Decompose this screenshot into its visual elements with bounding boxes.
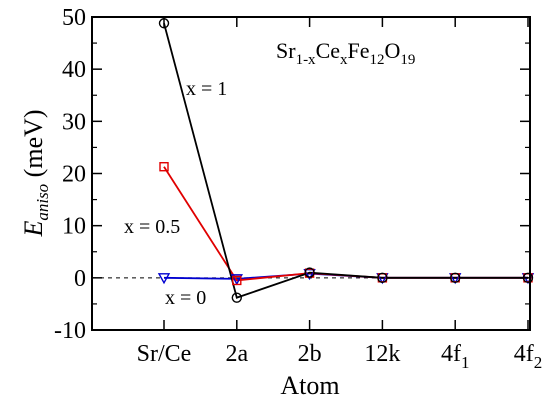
y-tick-label: 30 <box>62 109 86 135</box>
y-tick-label: -10 <box>54 318 86 344</box>
title-sub-x: x <box>340 52 348 68</box>
data-point <box>304 267 315 278</box>
data-point <box>231 292 243 303</box>
title-sub-12: 12 <box>370 52 385 68</box>
title-sub-19: 19 <box>400 52 415 68</box>
y-tick-label: 40 <box>62 57 86 83</box>
series-line-x=0.5 <box>163 166 528 282</box>
y-tick-label: 0 <box>74 266 86 292</box>
x-tick-label: 12k <box>364 341 400 367</box>
data-point <box>377 272 388 284</box>
series-layer <box>157 18 535 303</box>
x-tick-label: 2b <box>298 341 322 367</box>
series-label-x-1: x = 1 <box>186 78 227 100</box>
x-tick-labels: Sr/Ce 2a 2b 12k 4f1 4f2 <box>137 341 542 372</box>
y-axis-label-main: E <box>19 221 48 238</box>
title-sub-1-x: 1-x <box>296 52 316 68</box>
x-axis-label: Atom <box>280 371 339 400</box>
data-point <box>230 274 243 286</box>
series-label-x-0.5: x = 0.5 <box>124 216 180 238</box>
data-point <box>159 162 169 172</box>
plot-area <box>91 16 535 331</box>
data-point <box>232 275 242 286</box>
y-tick-label: 10 <box>62 214 86 240</box>
data-point <box>157 273 171 285</box>
data-point <box>450 272 461 284</box>
y-axis-label: Eaniso (meV) <box>19 109 52 237</box>
y-tick-label: 50 <box>62 5 86 31</box>
series-label-x-0: x = 0 <box>165 287 206 309</box>
chart-title: Sr1-xCexFe12O19 <box>276 38 415 68</box>
title-part-ce: Ce <box>316 38 340 63</box>
series-line-x=1 <box>163 23 528 299</box>
title-part-sr: Sr <box>276 38 296 63</box>
y-axis-label-unit: (meV) <box>19 109 48 183</box>
x-tick-label: 2a <box>225 341 248 367</box>
x-tick-label: 4f1 <box>441 341 470 372</box>
ticks-layer <box>92 16 530 331</box>
x-tick-label: 4f2 <box>514 341 542 372</box>
y-axis-label-sub: aniso <box>33 184 52 221</box>
y-tick-label: 20 <box>62 162 86 188</box>
title-part-o: O <box>385 38 401 63</box>
x-tick-label: Sr/Ce <box>137 341 192 367</box>
y-tick-labels: -10 0 10 20 30 40 50 <box>54 5 86 344</box>
title-part-fe: Fe <box>348 38 370 63</box>
